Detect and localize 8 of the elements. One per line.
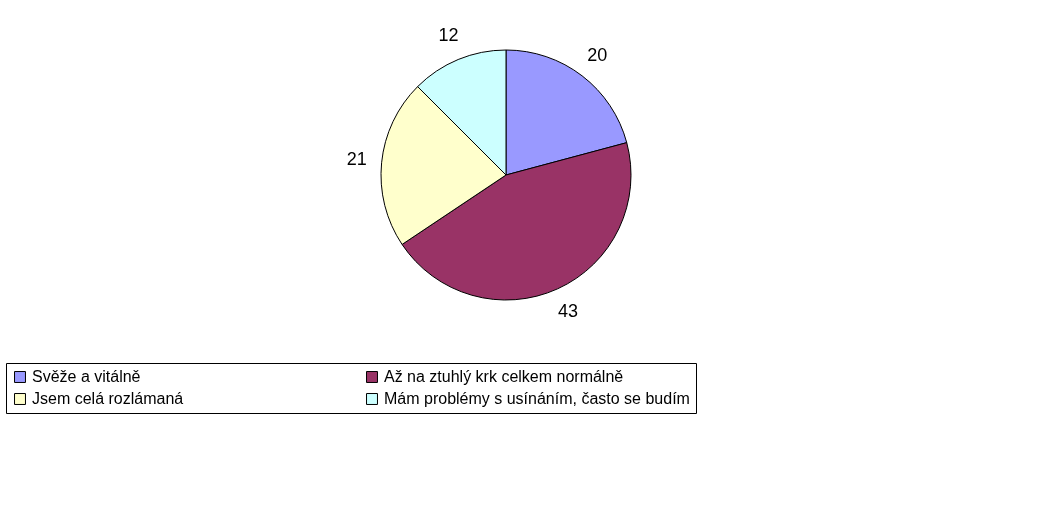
data-label: 43	[557, 300, 578, 321]
data-label: 21	[346, 149, 367, 170]
legend-label: Svěže a vitálně	[32, 368, 141, 385]
legend-label: Mám problémy s usínáním, často se budím	[384, 390, 690, 407]
data-label: 20	[587, 45, 608, 65]
legend-label: Jsem celá rozlámaná	[32, 390, 184, 407]
data-label: 12	[438, 25, 459, 46]
legend-label: Až na ztuhlý krk celkem normálně	[384, 368, 624, 385]
